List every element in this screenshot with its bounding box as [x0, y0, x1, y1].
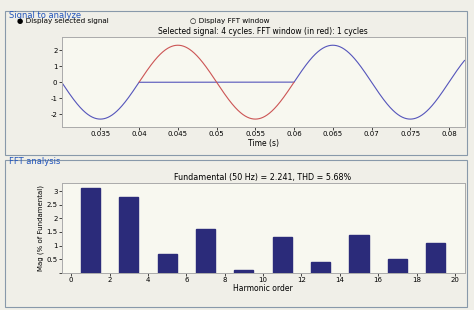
Text: ● Display selected signal: ● Display selected signal [17, 18, 109, 24]
Bar [273, 237, 292, 273]
Bar [196, 229, 215, 273]
Bar [81, 188, 100, 273]
Y-axis label: Mag (% of Fundamental): Mag (% of Fundamental) [37, 185, 44, 271]
Bar [388, 259, 407, 273]
Text: FFT analysis: FFT analysis [9, 157, 61, 166]
X-axis label: Harmonic order: Harmonic order [233, 284, 293, 293]
Text: Signal to analyze: Signal to analyze [9, 11, 82, 20]
Bar [157, 254, 177, 273]
Text: ○ Display FFT window: ○ Display FFT window [190, 18, 269, 24]
Bar [311, 263, 330, 273]
Title: Selected signal: 4 cycles. FFT window (in red): 1 cycles: Selected signal: 4 cycles. FFT window (i… [158, 27, 368, 36]
Bar [234, 269, 254, 273]
Title: Fundamental (50 Hz) = 2.241, THD = 5.68%: Fundamental (50 Hz) = 2.241, THD = 5.68% [174, 173, 352, 182]
X-axis label: Time (s): Time (s) [247, 139, 279, 148]
Bar [349, 235, 369, 273]
Bar [426, 243, 446, 273]
Bar [119, 197, 138, 273]
